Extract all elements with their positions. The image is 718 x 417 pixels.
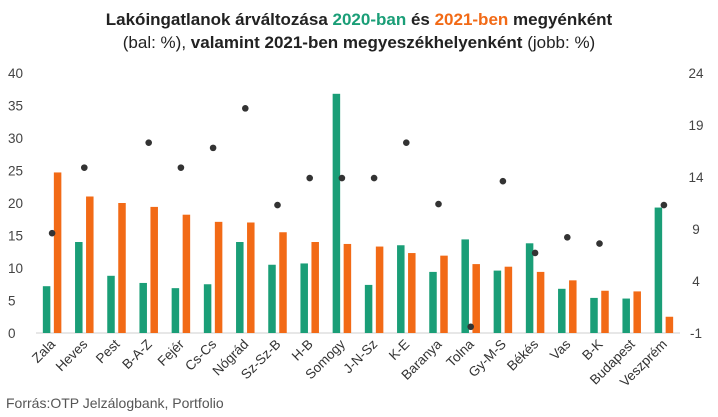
x-category-label: J-N-Sz <box>340 336 380 376</box>
bar-2020 <box>493 270 502 333</box>
chart-title: Lakóingatlanok árváltozása 2020-ban és 2… <box>0 8 718 54</box>
y-left-tick-label: 0 <box>8 326 16 341</box>
county-seat-dot <box>435 200 442 208</box>
bar-2021 <box>86 196 94 333</box>
bar-2020 <box>654 207 663 333</box>
bar-2021 <box>53 172 62 333</box>
bar-2021 <box>472 264 480 333</box>
x-category-label: Vas <box>547 336 574 363</box>
county-seat-dot <box>499 177 507 185</box>
x-category-label: K-E <box>386 337 413 364</box>
title-part: valamint 2021-ben megyeszékhelyenként <box>190 33 523 52</box>
bar-2020 <box>461 239 469 333</box>
bar-2021 <box>182 214 191 333</box>
title-part: és <box>406 10 435 29</box>
title-2020-label: 2020-ban <box>332 10 407 29</box>
county-seat-dot <box>564 234 571 241</box>
title-line-1: Lakóingatlanok árváltozása 2020-ban és 2… <box>0 8 718 31</box>
bar-2020 <box>622 298 630 333</box>
county-seat-dot <box>306 174 314 182</box>
y-left-tick-label: 15 <box>8 229 23 244</box>
title-part: (jobb: %) <box>522 33 596 52</box>
county-seat-dot <box>209 144 217 152</box>
county-seat-dot <box>596 240 603 247</box>
bar-2021 <box>504 266 513 333</box>
county-seat-dot <box>660 201 668 209</box>
y-left-tick-label: 40 <box>8 66 23 81</box>
bar-2021 <box>375 246 384 333</box>
title-part: megyénként <box>508 10 613 29</box>
y-right-tick-label: 19 <box>688 118 703 133</box>
bar-2020 <box>139 282 147 333</box>
county-seat-dot <box>145 139 152 146</box>
bar-2021 <box>601 290 609 333</box>
county-seat-dot <box>274 201 281 209</box>
bar-2021 <box>150 206 158 333</box>
bar-2020 <box>525 243 534 333</box>
y-right-tick-label: 14 <box>688 170 704 185</box>
y-right-tick-label: -1 <box>690 326 702 341</box>
county-seat-dot <box>81 164 88 171</box>
bar-2021 <box>279 232 287 333</box>
bar-2020 <box>203 284 212 333</box>
bar-2020 <box>300 263 308 333</box>
source-note: Forrás:OTP Jelzálogbank, Portfolio <box>6 395 224 411</box>
x-category-label: H-B <box>289 337 316 364</box>
y-left-tick-label: 10 <box>8 261 23 276</box>
county-seat-dot <box>467 323 475 331</box>
county-seat-dot <box>370 174 378 182</box>
county-seat-dot <box>531 249 539 257</box>
bar-2020 <box>558 288 566 333</box>
y-left-tick-label: 30 <box>8 131 23 146</box>
y-left-tick-label: 5 <box>8 294 16 309</box>
y-left-tick-label: 25 <box>8 164 23 179</box>
county-seat-dot <box>177 164 185 171</box>
y-right-tick-label: 4 <box>692 274 700 289</box>
y-right-tick-label: 9 <box>692 222 700 237</box>
x-category-label: Békés <box>504 336 541 373</box>
bar-2020 <box>75 242 83 333</box>
title-part: Lakóingatlanok árváltozása <box>105 10 333 29</box>
bar-2021 <box>569 280 577 333</box>
bar-2020 <box>107 275 115 333</box>
bar-2020 <box>429 271 437 333</box>
bar-2020 <box>397 245 405 333</box>
bar-2020 <box>236 242 244 333</box>
x-category-label: B-A-Z <box>119 337 155 373</box>
bar-2020 <box>268 264 276 333</box>
title-part: (bal: %), <box>122 33 191 52</box>
bar-2021 <box>536 271 545 333</box>
bar-2021 <box>665 316 674 333</box>
county-seat-dot <box>338 174 346 182</box>
bar-2021 <box>440 255 448 333</box>
y-left-tick-label: 20 <box>8 196 23 211</box>
county-seat-dot <box>48 229 56 237</box>
y-right-tick-label: 24 <box>688 66 704 81</box>
bar-2021 <box>343 243 352 333</box>
bar-2020 <box>364 284 373 333</box>
bar-2021 <box>633 291 641 333</box>
county-seat-dot <box>242 105 249 112</box>
bar-2020 <box>332 93 341 333</box>
x-category-label: Heves <box>53 336 91 374</box>
bar-2021 <box>118 203 126 333</box>
title-line-2: (bal: %), valamint 2021-ben megyeszékhel… <box>0 31 718 54</box>
bar-2021 <box>311 242 319 333</box>
title-2021-label: 2021-ben <box>434 10 509 29</box>
y-left-tick-label: 35 <box>8 99 23 114</box>
x-category-label: B-K <box>579 337 606 364</box>
bar-2020 <box>590 297 598 333</box>
county-seat-dot <box>403 139 410 146</box>
bar-2020 <box>171 288 180 333</box>
bar-2021 <box>247 222 255 333</box>
bar-2020 <box>42 286 51 333</box>
bar-2021 <box>408 253 416 333</box>
bar-2021 <box>214 221 223 333</box>
